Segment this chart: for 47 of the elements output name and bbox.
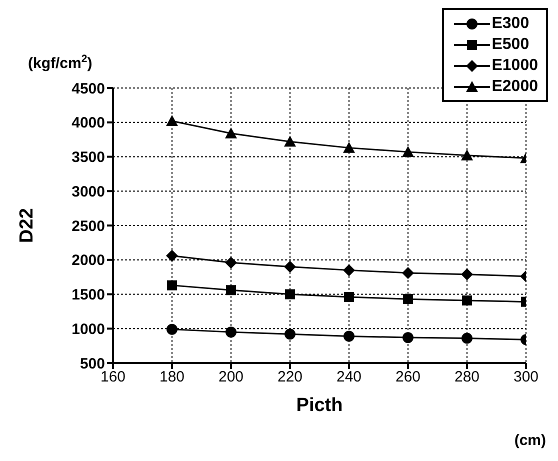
point (166, 324, 178, 335)
y-tick-label: 3000 (72, 183, 105, 200)
legend-label: E1000 (492, 56, 538, 74)
point (284, 260, 296, 273)
point (284, 136, 296, 147)
text: (cm) (514, 432, 546, 449)
y-tick-label: 3500 (72, 149, 105, 166)
text: (kgf/cm$^{2}$) (28, 53, 92, 72)
point (462, 295, 472, 306)
x-tick-label: 260 (395, 368, 421, 386)
x-axis-title: Picth (296, 395, 343, 416)
x-tick-label: 180 (159, 368, 185, 386)
point (225, 127, 237, 138)
x-tick-label: 220 (277, 368, 303, 386)
point (402, 146, 414, 157)
x-tick-label: 240 (336, 368, 362, 386)
point (402, 266, 414, 279)
point (226, 326, 236, 338)
y-tick-label: 2500 (72, 218, 105, 235)
point (344, 292, 354, 302)
legend-label: E300 (492, 14, 530, 32)
legend-label: E500 (492, 36, 530, 54)
point (402, 332, 414, 344)
point (167, 280, 177, 290)
point (403, 294, 413, 304)
point (285, 289, 295, 300)
legend-label: E2000 (492, 78, 538, 96)
y-axis-title: D22 (16, 208, 38, 243)
point (343, 142, 355, 153)
point (284, 328, 296, 340)
y-tick-label: 4500 (72, 80, 105, 98)
point (225, 256, 237, 269)
y-tick-label: 2000 (72, 252, 105, 270)
x-tick-label: 200 (218, 368, 244, 386)
point (461, 149, 473, 160)
point (461, 268, 473, 280)
point (166, 250, 178, 262)
y-tick-label: 4000 (72, 114, 105, 132)
point (226, 285, 236, 296)
point (343, 264, 355, 276)
point (462, 332, 472, 344)
y-tick-label: 1000 (72, 320, 105, 338)
y-tick-label: 1500 (72, 286, 105, 304)
point (166, 115, 178, 126)
point (344, 330, 354, 342)
x-tick-label: 300 (513, 368, 539, 386)
x-tick-label: 280 (454, 368, 480, 386)
